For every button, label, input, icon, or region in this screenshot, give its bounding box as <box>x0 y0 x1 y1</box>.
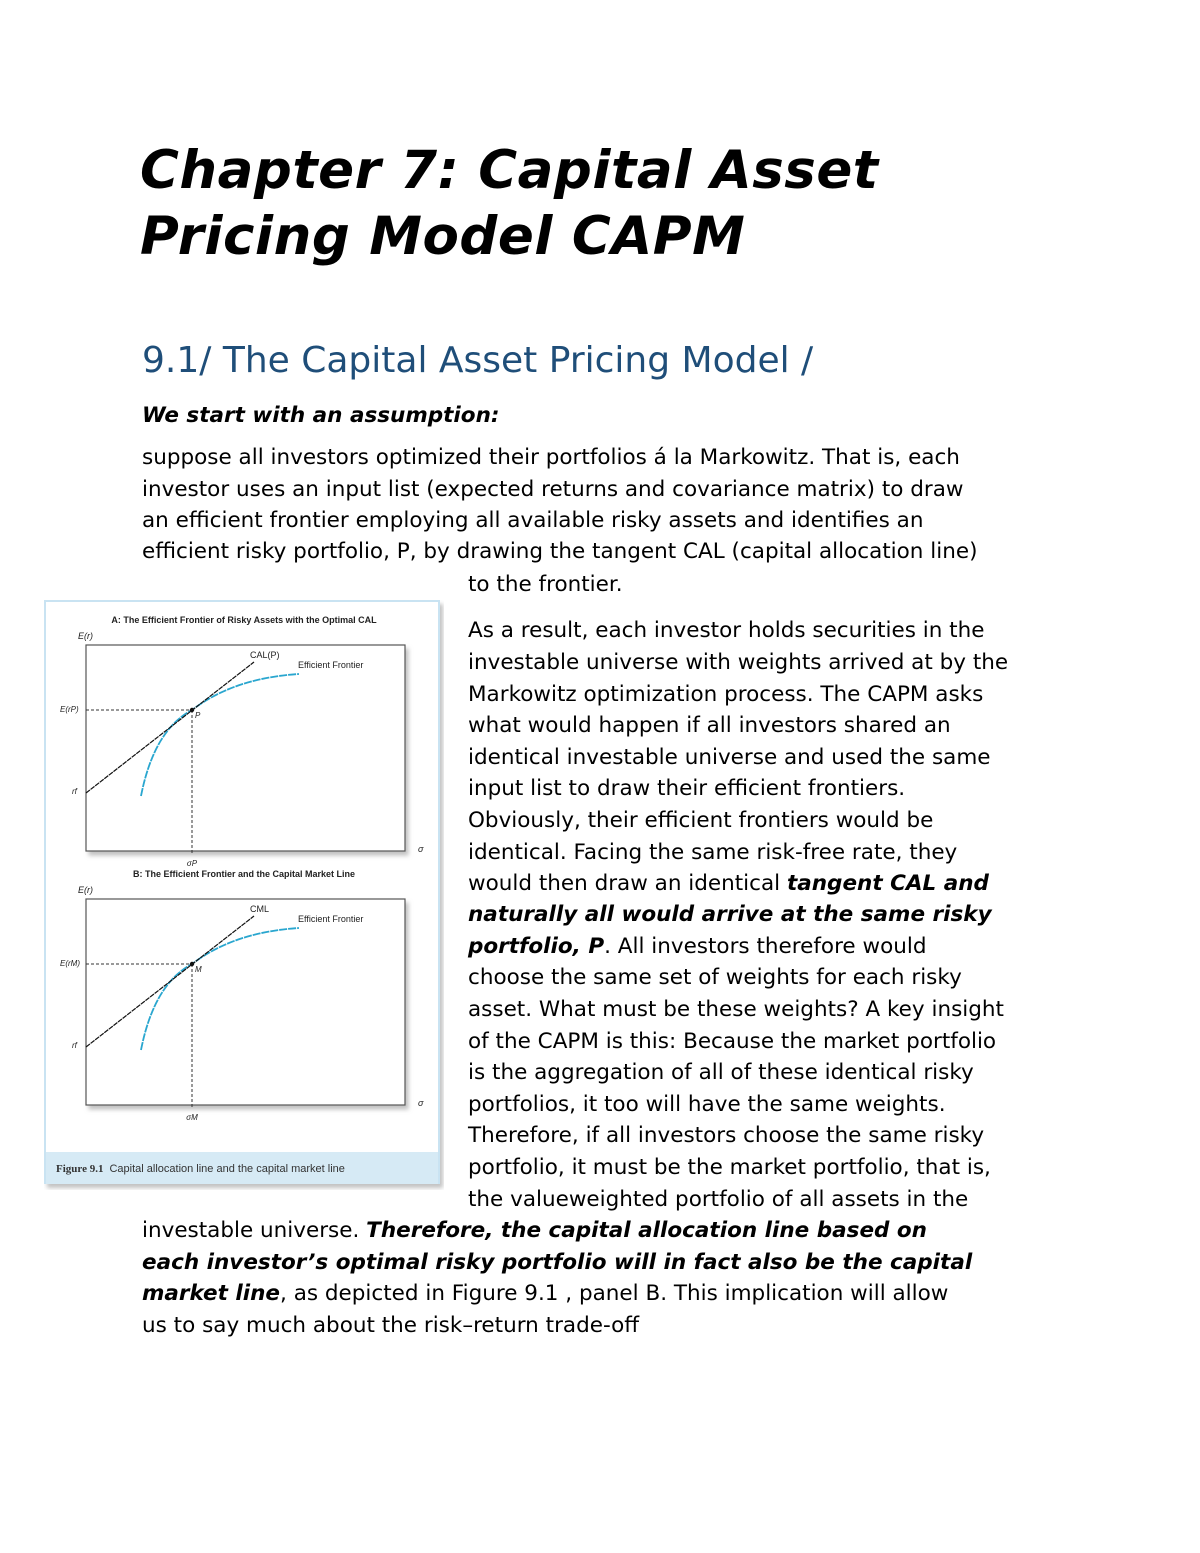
text-span: choose the same set of weights for each … <box>468 965 962 990</box>
text-line: is the aggregation of all of these ident… <box>468 1060 974 1086</box>
line-label: CML <box>250 904 269 914</box>
lead-text: We start with an assumption: <box>142 403 500 428</box>
text-line: us to say much about the risk–return tra… <box>142 1313 639 1339</box>
caption-band <box>46 1152 438 1184</box>
text-line: market line, as depicted in Figure 9.1 ,… <box>142 1281 948 1307</box>
text-span: Therefore, if all investors choose the s… <box>468 1123 985 1148</box>
frontier-label: Efficient Frontier <box>298 660 363 670</box>
panel-title: A: The Efficient Frontier of Risky Asset… <box>111 615 377 625</box>
capital-line <box>85 915 255 1048</box>
text-line: investable universe with weights arrived… <box>468 650 1008 676</box>
text-line: suppose all investors optimized their po… <box>142 445 960 471</box>
text-line: an efficient frontier employing all avai… <box>142 508 923 534</box>
text-span: Markowitz optimization process. The CAPM… <box>468 682 984 707</box>
text-line: As a result, each investor holds securit… <box>468 618 984 644</box>
text-span: investable universe. <box>142 1218 367 1243</box>
text-line: the valueweighted portfolio of all asset… <box>468 1187 968 1213</box>
text-span: identical. Facing the same risk-free rat… <box>468 840 958 865</box>
text-span: portfolios, it too will have the same we… <box>468 1092 946 1117</box>
text-line: each investor’s optimal risky portfolio … <box>142 1250 972 1276</box>
text-span: portfolio, it must be the market portfol… <box>468 1155 991 1180</box>
y-axis-label: E(r) <box>78 885 93 895</box>
plot-area <box>85 644 406 852</box>
frontier-label: Efficient Frontier <box>298 914 363 924</box>
text-line: to the frontier. <box>468 572 623 598</box>
x-point-label: σM <box>186 1113 198 1122</box>
x-axis-label: σ <box>418 844 424 854</box>
text-line: Obviously, their efficient frontiers wou… <box>468 808 933 834</box>
text-line: input list to draw their efficient front… <box>468 776 905 802</box>
text-span: Obviously, their efficient frontiers wou… <box>468 808 934 833</box>
emphasis-text: market line <box>142 1281 281 1306</box>
emphasis-text: naturally all would arrive at the same r… <box>468 902 992 927</box>
panel-b: B: The Efficient Frontier and the Capita… <box>60 869 424 1122</box>
text-span: efficient risky portfolio, P, by drawing… <box>142 539 978 564</box>
text-line: Therefore, if all investors choose the s… <box>468 1123 984 1149</box>
text-line: Markowitz optimization process. The CAPM… <box>468 682 983 708</box>
text-span: input list to draw their efficient front… <box>468 776 906 801</box>
text-line: portfolio, P. All investors therefore wo… <box>468 934 926 960</box>
text-span: us to say much about the risk–return tra… <box>142 1313 640 1338</box>
point-label: P <box>195 711 201 720</box>
text-span: what would happen if all investors share… <box>468 713 951 738</box>
panel-title: B: The Efficient Frontier and the Capita… <box>133 869 355 879</box>
title-line: Pricing Model CAPM <box>140 206 746 267</box>
text-line: would then draw an identical tangent CAL… <box>468 871 989 897</box>
rf-label: rf <box>72 787 78 796</box>
y-axis-label: E(r) <box>78 631 93 641</box>
text-line: identical. Facing the same risk-free rat… <box>468 840 957 866</box>
tangency-point <box>189 961 195 967</box>
text-line: portfolios, it too will have the same we… <box>468 1092 946 1118</box>
text-line: asset. What must be these weights? A key… <box>468 997 1004 1023</box>
text-span: is the aggregation of all of these ident… <box>468 1060 974 1085</box>
line-label: CAL(P) <box>250 650 280 660</box>
text-span: identical investable universe and used t… <box>468 745 991 770</box>
tangency-point <box>189 707 195 713</box>
y-point-label: E(rM) <box>60 959 80 968</box>
text-span: . All investors therefore would <box>604 934 927 959</box>
text-span: an efficient frontier employing all avai… <box>142 508 924 533</box>
text-line: investor uses an input list (expected re… <box>142 477 963 503</box>
x-point-label: σP <box>187 859 198 868</box>
text-span: asset. What must be these weights? A key… <box>468 997 1004 1022</box>
y-point-label: E(rP) <box>60 705 79 714</box>
emphasis-text: each investor’s optimal risky portfolio … <box>142 1250 973 1275</box>
text-span: investor uses an input list (expected re… <box>142 477 964 502</box>
emphasis-text: portfolio, P <box>468 934 605 959</box>
emphasis-text: tangent CAL and <box>786 871 989 896</box>
text-span: would then draw an identical <box>468 871 787 896</box>
text-line: portfolio, it must be the market portfol… <box>468 1155 991 1181</box>
text-line: choose the same set of weights for each … <box>468 965 962 991</box>
text-span: of the CAPM is this: Because the market … <box>468 1029 997 1054</box>
page-title: Chapter 7: Capital Asset Pricing Model C… <box>140 138 879 270</box>
capital-line <box>85 661 255 794</box>
text-line: investable universe. Therefore, the capi… <box>142 1218 927 1244</box>
text-line: naturally all would arrive at the same r… <box>468 902 992 928</box>
title-line: Chapter 7: Capital Asset <box>140 140 879 201</box>
text-line: of the CAPM is this: Because the market … <box>468 1029 996 1055</box>
text-line: efficient risky portfolio, P, by drawing… <box>142 539 977 565</box>
figure-9-1: A: The Efficient Frontier of Risky Asset… <box>44 600 440 1184</box>
text-span: the valueweighted portfolio of all asset… <box>468 1187 969 1212</box>
text-span: As a result, each investor holds securit… <box>468 618 985 643</box>
panel-a: A: The Efficient Frontier of Risky Asset… <box>60 615 424 868</box>
figure-caption: Figure 9.1 Capital allocation line and th… <box>56 1163 345 1175</box>
text-span: , as depicted in Figure 9.1 , panel B. T… <box>280 1281 949 1306</box>
point-label: M <box>195 965 202 974</box>
text-line: identical investable universe and used t… <box>468 745 991 771</box>
rf-label: rf <box>72 1041 78 1050</box>
emphasis-text: Therefore, the capital allocation line b… <box>366 1218 927 1243</box>
text-span: to the frontier. <box>468 572 623 597</box>
plot-area <box>85 898 406 1106</box>
text-span: suppose all investors optimized their po… <box>142 445 960 470</box>
section-heading: 9.1/ The Capital Asset Pricing Model / <box>142 340 814 381</box>
x-axis-label: σ <box>418 1098 424 1108</box>
text-span: investable universe with weights arrived… <box>468 650 1009 675</box>
text-line: what would happen if all investors share… <box>468 713 951 739</box>
